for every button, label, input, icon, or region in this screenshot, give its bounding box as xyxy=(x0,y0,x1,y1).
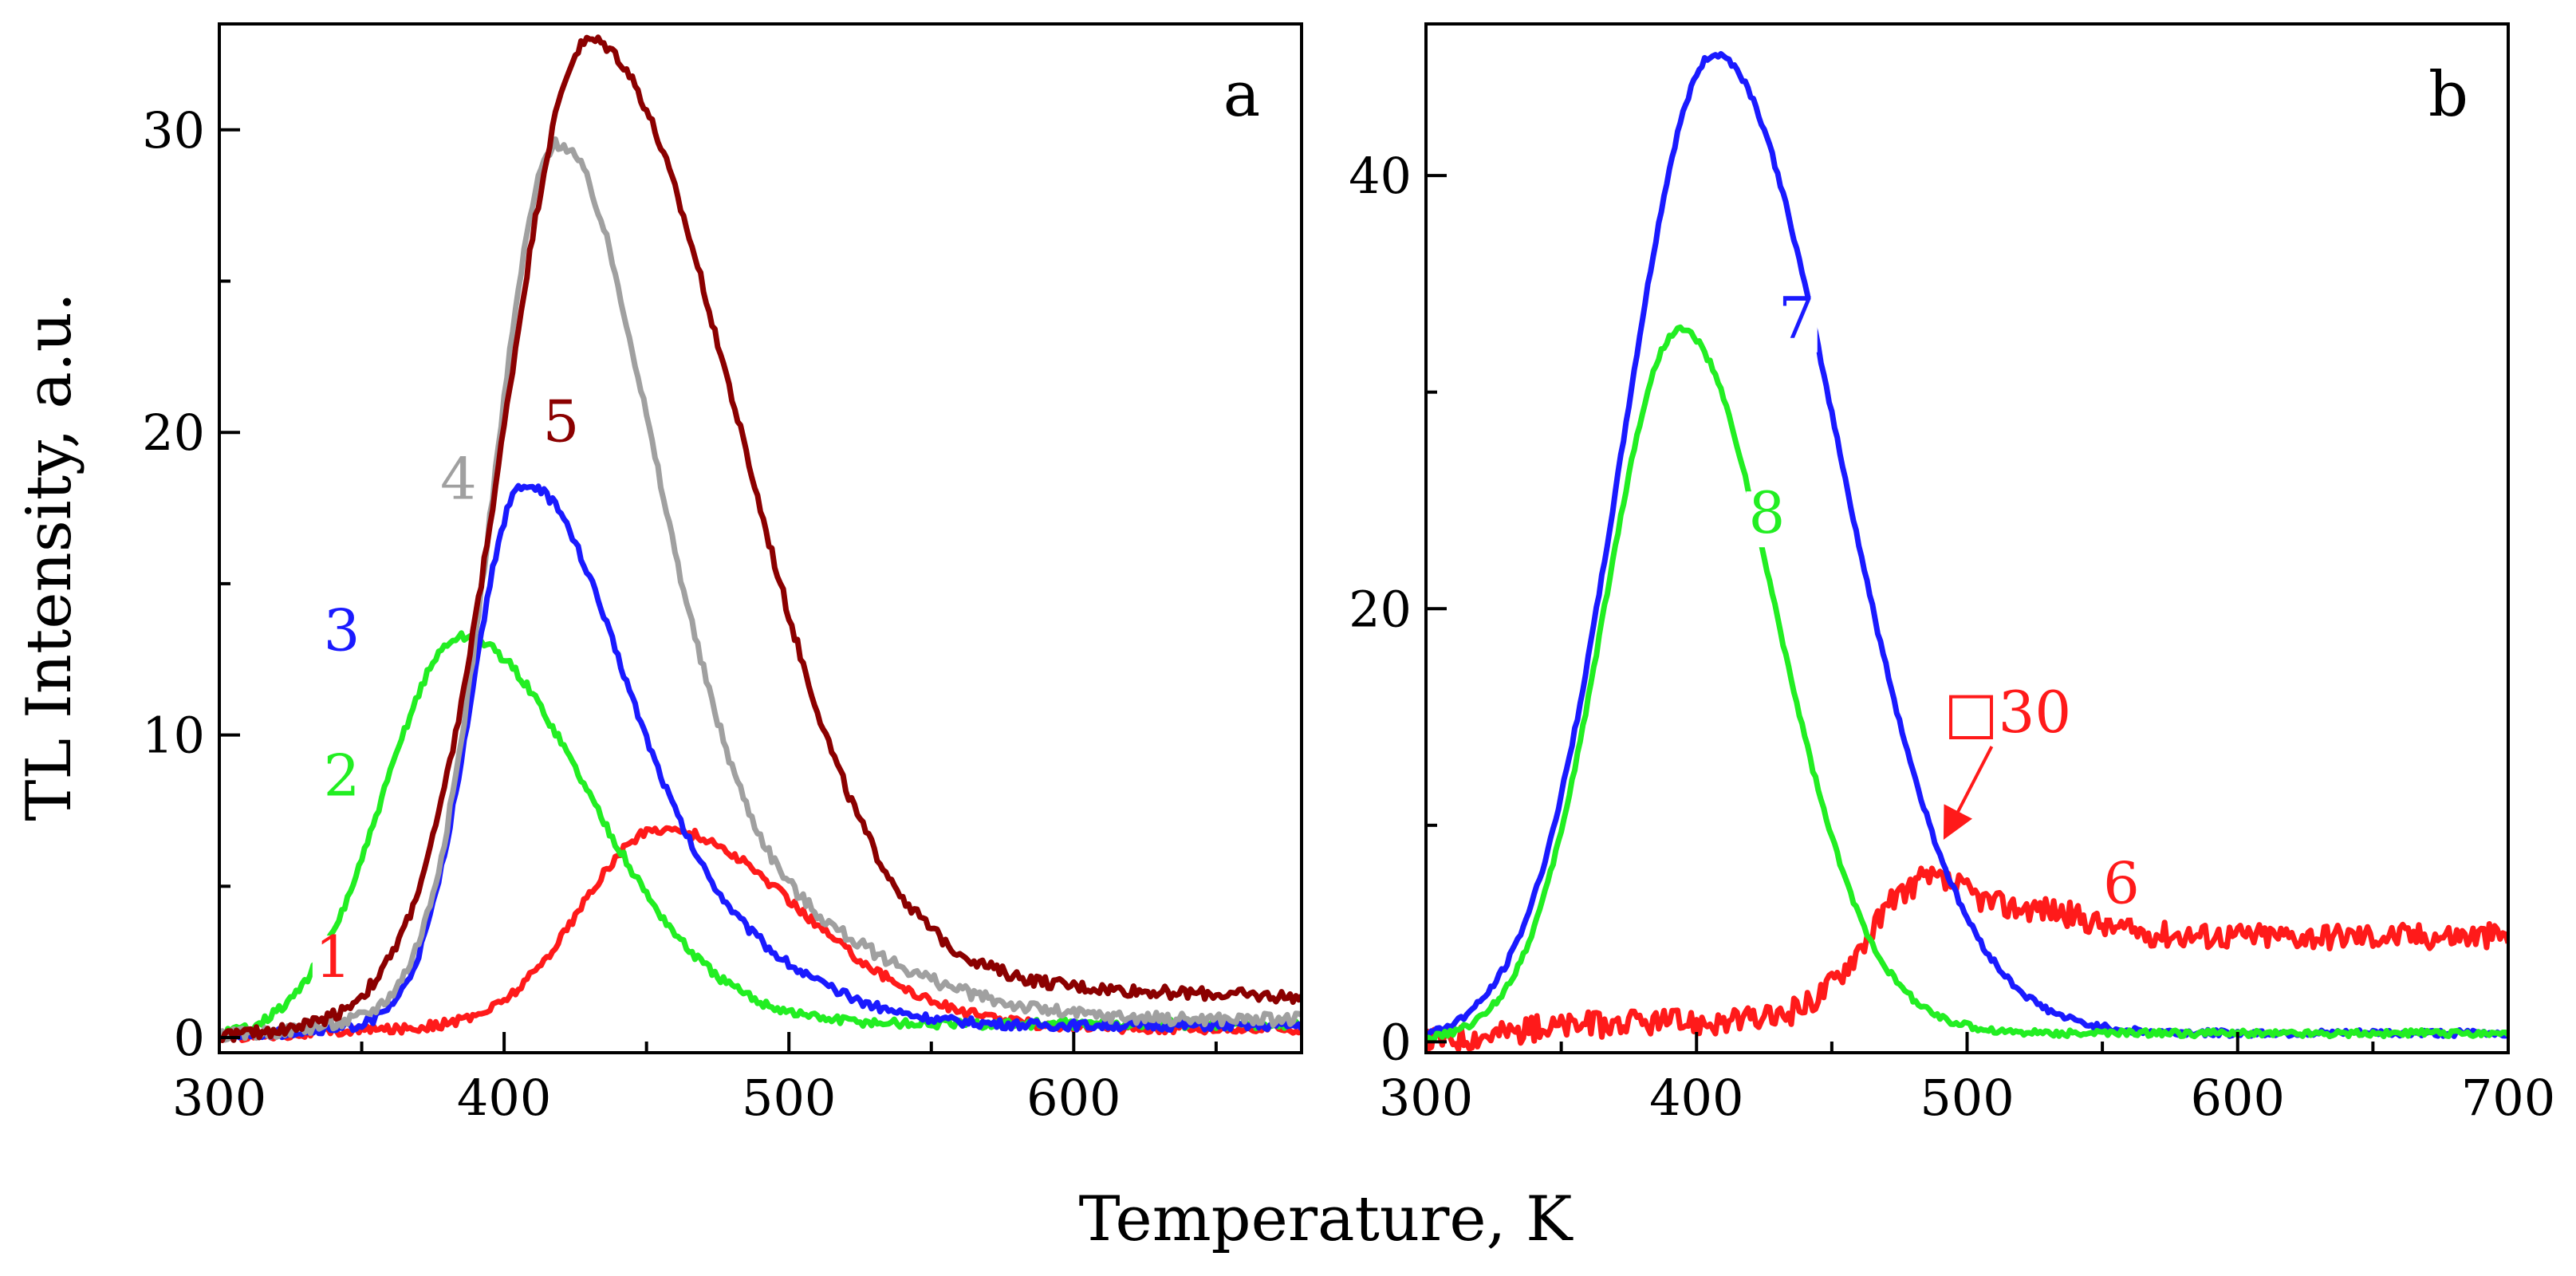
series-label-3: 3 xyxy=(324,597,360,664)
y-tick-label: 0 xyxy=(174,1009,205,1067)
series-label-8: 8 xyxy=(1749,479,1786,546)
panel-b: 6 7 8 □30 300 400 500 600 700 0 20 40 b xyxy=(1349,22,2555,1127)
series-label-bg-8 xyxy=(1746,491,1788,548)
x-tick-label: 500 xyxy=(742,1069,836,1127)
y-tick-label: 0 xyxy=(1381,1013,1412,1071)
y-tick-label: 30 xyxy=(142,101,205,160)
series-label-bg-5 xyxy=(540,400,582,456)
y-tick-label: 10 xyxy=(142,707,205,765)
series-group-a xyxy=(219,34,1302,1043)
series-line-4 xyxy=(219,136,1302,1043)
series-line-3 xyxy=(219,482,1302,1042)
annotation-arrow xyxy=(1943,746,1994,840)
series-label-bg-1 xyxy=(312,935,354,992)
series-group-b xyxy=(1426,51,2508,1053)
series-label-bg-3 xyxy=(321,608,363,665)
x-tick-label: 300 xyxy=(1379,1069,1473,1127)
panel-label-a: a xyxy=(1223,59,1261,131)
y-axis-label: TL Intensity, a.u. xyxy=(14,292,85,821)
series-line-6 xyxy=(1426,865,2508,1053)
series-label-5: 5 xyxy=(543,388,580,455)
series-label-bg-4 xyxy=(437,457,479,514)
x-tick-label: 400 xyxy=(1649,1069,1743,1127)
x-tick-label: 600 xyxy=(1026,1069,1121,1127)
x-tick-label: 700 xyxy=(2461,1069,2555,1127)
x-tick-label: 500 xyxy=(1920,1069,2014,1127)
series-label-2: 2 xyxy=(324,742,360,809)
series-label-bg-6 xyxy=(2100,861,2142,918)
plot-frame-a xyxy=(218,22,1303,1054)
x-tick-label: 300 xyxy=(172,1069,266,1127)
x-tick-label: 400 xyxy=(457,1069,551,1127)
series-line-8 xyxy=(1426,324,2508,1042)
y-tick-label: 40 xyxy=(1349,147,1412,205)
series-label-6: 6 xyxy=(2103,850,2140,917)
series-label-bg-2 xyxy=(321,754,363,810)
series-label-4: 4 xyxy=(440,446,477,513)
panel-label-b: b xyxy=(2428,59,2468,131)
series-line-5 xyxy=(219,34,1302,1043)
panel-a: 1 2 3 45 300 400 500 600 0 10 20 30 a xyxy=(142,22,1303,1127)
series-label-1: 1 xyxy=(315,924,352,990)
series-label-bg-7 xyxy=(1775,296,1818,352)
series-line-7 xyxy=(1426,51,2508,1040)
y-tick-label: 20 xyxy=(1349,580,1412,638)
multiplier-annotation: □30 xyxy=(1944,679,2072,746)
y-tick-label: 20 xyxy=(142,404,205,462)
x-axis-label: Temperature, K xyxy=(1079,1183,1574,1255)
series-label-7: 7 xyxy=(1778,285,1815,352)
x-tick-label: 600 xyxy=(2191,1069,2285,1127)
plot-frame-b xyxy=(1424,22,2510,1054)
